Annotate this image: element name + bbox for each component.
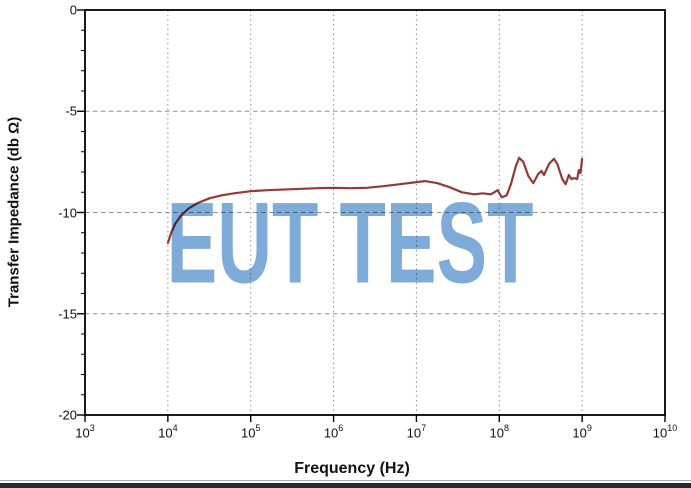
- footer-dark-bar: [0, 483, 691, 488]
- x-tick-label: 104: [158, 423, 178, 441]
- x-tick-label: 109: [572, 423, 592, 441]
- y-tick-label: -10: [58, 205, 77, 220]
- impedance-curve: [166, 156, 584, 244]
- y-tick-label: -20: [58, 407, 77, 423]
- x-tick-label: 1010: [652, 423, 678, 441]
- x-tick-label: 107: [406, 423, 427, 441]
- x-tick-label: 105: [240, 423, 261, 441]
- x-tick-label: 106: [323, 423, 344, 441]
- y-axis-title: Transfer Impedance (db Ω): [5, 116, 23, 308]
- x-tick-label: 103: [75, 423, 95, 441]
- y-tick-label: -15: [58, 306, 77, 322]
- y-tick-label: 0: [69, 2, 77, 18]
- x-tick-label: 108: [489, 423, 510, 441]
- y-tick-label: -5: [65, 103, 77, 119]
- footer-divider-line: [0, 480, 691, 481]
- x-axis-title: Frequency (Hz): [294, 460, 410, 477]
